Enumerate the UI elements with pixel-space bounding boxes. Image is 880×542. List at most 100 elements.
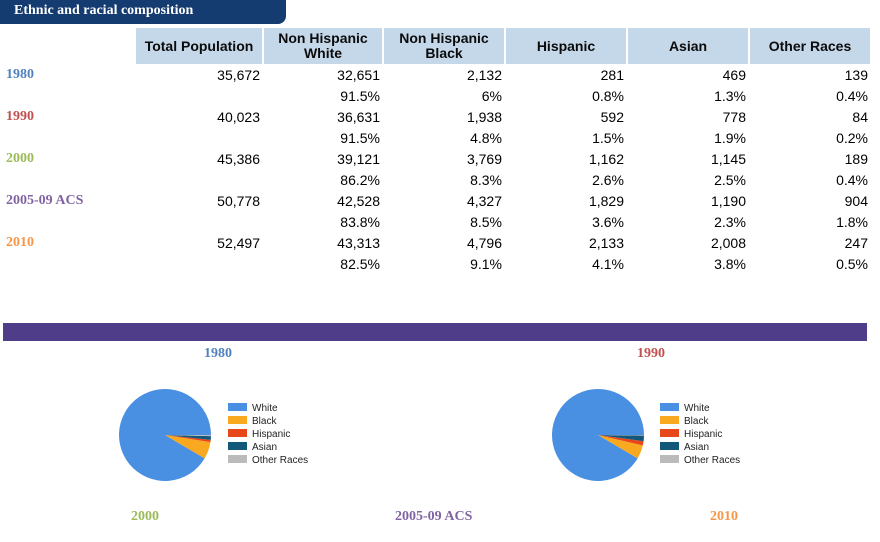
- percent-asian: 1.3%: [714, 87, 746, 104]
- legend-label: Asian: [252, 442, 278, 453]
- percent-total-population: [136, 127, 262, 148]
- percent-other-races: 0.5%: [836, 255, 868, 272]
- percent-asian: 2.5%: [714, 171, 746, 188]
- legend-label: Hispanic: [252, 429, 291, 440]
- header-hispanic: Hispanic: [506, 28, 626, 64]
- count-asian: 778: [722, 108, 746, 125]
- section-title-tab: Ethnic and racial composition: [0, 0, 286, 24]
- percent-asian: 2.3%: [714, 213, 746, 230]
- table-row: 82.5% 9.1% 4.1% 3.8% 0.5%: [2, 253, 870, 274]
- count-hispanic: 2,133: [588, 234, 624, 251]
- legend-label: Other Races: [252, 455, 309, 466]
- count-non-hispanic-white: 42,528: [337, 192, 380, 209]
- count-asian: 1,190: [710, 192, 746, 209]
- count-non-hispanic-black: 1,938: [466, 108, 502, 125]
- pie-chart-1990: [552, 388, 645, 481]
- row-year-label: 2010: [6, 234, 34, 250]
- legend-item-hispanic: Hispanic: [228, 428, 308, 441]
- legend-label: White: [252, 403, 278, 414]
- chart-label-1980: 1980: [204, 346, 232, 361]
- percent-non-hispanic-black: 8.3%: [470, 171, 502, 188]
- legend-swatch: [228, 403, 247, 411]
- pie-slice-black: [165, 435, 211, 459]
- percent-non-hispanic-white: 91.5%: [340, 87, 380, 104]
- pie-legend-1980: White Black Hispanic Asian Other Races: [228, 402, 308, 467]
- header-non-hispanic-white: Non Hispanic White: [264, 28, 382, 64]
- count-non-hispanic-black: 3,769: [466, 150, 502, 167]
- legend-label: Hispanic: [684, 429, 723, 440]
- pie-slice-white: [119, 389, 211, 482]
- legend-label: Black: [684, 416, 709, 427]
- percent-non-hispanic-white: 83.8%: [340, 213, 380, 230]
- table-row: 1990 40,023 36,631 1,938 592 778 84: [2, 106, 870, 127]
- header-asian: Asian: [628, 28, 748, 64]
- row-year-label: 1980: [6, 66, 34, 82]
- table-row: 2005-09 ACS 50,778 42,528 4,327 1,829 1,190 90…: [2, 190, 870, 211]
- percent-other-races: 0.2%: [836, 129, 868, 146]
- percent-total-population: [136, 169, 262, 190]
- table-row: 86.2% 8.3% 2.6% 2.5% 0.4%: [2, 169, 870, 190]
- count-non-hispanic-black: 4,796: [466, 234, 502, 251]
- table-row: 2010 52,497 43,313 4,796 2,133 2,008 247: [2, 232, 870, 253]
- count-asian: 469: [722, 66, 746, 83]
- percent-hispanic: 3.6%: [592, 213, 624, 230]
- count-other-races: 139: [844, 66, 868, 83]
- count-total-population: 35,672: [217, 66, 260, 83]
- count-asian: 1,145: [710, 150, 746, 167]
- legend-item-other-races: Other Races: [228, 454, 308, 467]
- pie-chart-1980: [119, 389, 212, 482]
- legend-swatch: [660, 403, 679, 411]
- count-non-hispanic-white: 32,651: [337, 66, 380, 83]
- percent-asian: 1.9%: [714, 129, 746, 146]
- legend-item-black: Black: [228, 415, 308, 428]
- row-year-blank: [2, 211, 134, 232]
- percent-non-hispanic-white: 86.2%: [340, 171, 380, 188]
- legend-item-other-races: Other Races: [660, 454, 740, 467]
- table-row: 2000 45,386 39,121 3,769 1,162 1,145 189: [2, 148, 870, 169]
- percent-other-races: 0.4%: [836, 87, 868, 104]
- pie-slice-other-races: [598, 435, 645, 436]
- count-other-races: 189: [844, 150, 868, 167]
- count-non-hispanic-black: 2,132: [466, 66, 502, 83]
- table-body: 1980 35,672 32,651 2,132 281 469 139 91.5% 6% 0.8…: [2, 64, 870, 274]
- count-hispanic: 1,829: [588, 192, 624, 209]
- legend-swatch: [228, 442, 247, 450]
- percent-other-races: 1.8%: [836, 213, 868, 230]
- count-hispanic: 592: [600, 108, 624, 125]
- pie-slice-hispanic: [598, 435, 644, 446]
- percent-hispanic: 0.8%: [592, 87, 624, 104]
- percent-hispanic: 1.5%: [592, 129, 624, 146]
- pie-legend-1990: White Black Hispanic Asian Other Races: [660, 402, 740, 467]
- legend-swatch: [660, 442, 679, 450]
- percent-non-hispanic-white: 91.5%: [340, 129, 380, 146]
- table-row: 83.8% 8.5% 3.6% 2.3% 1.8%: [2, 211, 870, 232]
- legend-swatch: [228, 416, 247, 424]
- count-total-population: 52,497: [217, 234, 260, 251]
- count-hispanic: 281: [600, 66, 624, 83]
- pie-slice-hispanic: [165, 435, 211, 443]
- legend-swatch: [660, 429, 679, 437]
- count-non-hispanic-white: 36,631: [337, 108, 380, 125]
- legend-swatch: [228, 429, 247, 437]
- legend-item-asian: Asian: [660, 441, 740, 454]
- table-row: 91.5% 6% 0.8% 1.3% 0.4%: [2, 85, 870, 106]
- table-row: 1980 35,672 32,651 2,132 281 469 139: [2, 64, 870, 85]
- count-non-hispanic-white: 43,313: [337, 234, 380, 251]
- section-divider-band: [3, 323, 867, 341]
- row-year-label: 1990: [6, 108, 34, 124]
- count-other-races: 84: [852, 108, 868, 125]
- count-total-population: 50,778: [217, 192, 260, 209]
- legend-item-asian: Asian: [228, 441, 308, 454]
- percent-non-hispanic-black: 9.1%: [470, 255, 502, 272]
- header-total-population: Total Population: [136, 28, 262, 64]
- percent-asian: 3.8%: [714, 255, 746, 272]
- table-row: 91.5% 4.8% 1.5% 1.9% 0.2%: [2, 127, 870, 148]
- legend-item-white: White: [660, 402, 740, 415]
- chart-label-2005-09-acs: 2005-09 ACS: [395, 509, 473, 524]
- chart-label-2000: 2000: [131, 509, 159, 524]
- legend-label: White: [684, 403, 710, 414]
- count-other-races: 904: [844, 192, 868, 209]
- header-other-races: Other Races: [750, 28, 870, 64]
- pie-slice-white: [552, 388, 644, 481]
- percent-total-population: [136, 211, 262, 232]
